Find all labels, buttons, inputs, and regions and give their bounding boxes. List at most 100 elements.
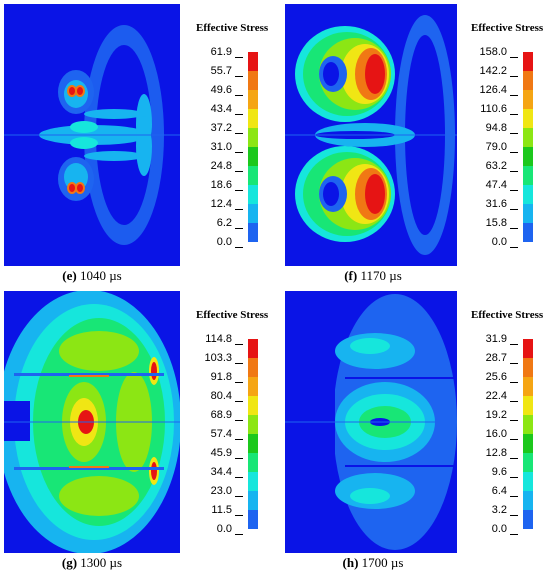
legend-title: Effective Stress (196, 309, 269, 321)
colorbar-tick-mark (510, 228, 518, 229)
colorbar-tick-label: 22.4 (485, 390, 507, 402)
colorbar-swatch (523, 377, 533, 396)
colorbar-tick-mark (235, 247, 243, 248)
colorbar-tick-label: 63.2 (485, 160, 507, 172)
colorbar-tick-mark (510, 401, 518, 402)
colorbar (523, 52, 533, 242)
colorbar-tick-label: 158.0 (479, 46, 507, 58)
colorbar-swatch (248, 90, 258, 109)
colorbar-tick-label: 114.8 (205, 333, 232, 345)
colorbar-tick-mark (510, 171, 518, 172)
colorbar (248, 339, 258, 529)
colorbar-swatch (523, 510, 533, 529)
colorbar-tick-label: 25.6 (485, 371, 507, 383)
colorbar-tick-label: 23.0 (210, 485, 232, 497)
colorbar-swatch (523, 358, 533, 377)
colorbar-legend-e: Effective Stress 61.9 55.7 49.6 43.4 37.2 31.… (196, 22, 275, 257)
colorbar-swatch (523, 166, 533, 185)
colorbar-swatch (523, 491, 533, 510)
colorbar-tick-label: 34.4 (210, 466, 232, 478)
panel-caption: (g) 1300 µs (61, 555, 123, 570)
colorbar-tick-mark (510, 57, 518, 58)
colorbar-tick-mark (235, 152, 243, 153)
colorbar-tick-mark (510, 76, 518, 77)
colorbar-swatch (248, 166, 258, 185)
colorbar-tick-mark (235, 401, 243, 402)
colorbar-tick-label: 31.9 (485, 333, 507, 345)
panel-caption: (f) 1170 µs (344, 268, 402, 283)
colorbar-tick-mark (510, 133, 518, 134)
colorbar-tick-label: 37.2 (210, 122, 232, 134)
colorbar-tick-label: 68.9 (210, 409, 232, 421)
colorbar-tick-label: 31.0 (210, 141, 232, 153)
colorbar-tick-label: 0.0 (491, 523, 507, 535)
colorbar-tick-mark (510, 496, 518, 497)
colorbar-swatch (248, 491, 258, 510)
colorbar-tick-mark (510, 344, 518, 345)
colorbar-tick-mark (510, 95, 518, 96)
panel-h: (h) 1700 µs Effective Stress 31.9 28.7 25.… (275, 287, 550, 574)
colorbar-tick-label: 19.2 (485, 409, 507, 421)
colorbar-tick-label: 49.6 (210, 84, 232, 96)
colorbar-swatch (248, 109, 258, 128)
legend-title: Effective Stress (196, 22, 269, 34)
colorbar-legend-h: Effective Stress 31.9 28.7 25.6 22.4 19.2 16.… (471, 309, 550, 544)
colorbar-swatch (523, 109, 533, 128)
colorbar-tick-label: 79.0 (485, 141, 507, 153)
colorbar-swatch (248, 128, 258, 147)
panel-g: (g) 1300 µs Effective Stress 114.8 103.3 9… (0, 287, 275, 574)
colorbar-tick-mark (510, 458, 518, 459)
colorbar-tick-label: 80.4 (210, 390, 232, 402)
colorbar-tick-mark (235, 496, 243, 497)
colorbar-tick-label: 61.9 (210, 46, 232, 58)
legend-title: Effective Stress (471, 22, 544, 34)
colorbar-tick-mark (510, 247, 518, 248)
colorbar-tick-mark (235, 439, 243, 440)
colorbar-legend-f: Effective Stress 158.0 142.2 126.4 110.6 94.… (471, 22, 550, 257)
colorbar-tick-label: 94.8 (485, 122, 507, 134)
colorbar-swatch (248, 358, 258, 377)
colorbar-tick-mark (235, 344, 243, 345)
panel-caption: (e) 1040 µs (62, 268, 122, 283)
colorbar-swatch (248, 52, 258, 71)
colorbar-tick-label: 45.9 (210, 447, 232, 459)
colorbar-tick-label: 0.0 (216, 236, 232, 248)
stress-contour-plot-g (4, 291, 180, 553)
colorbar-tick-label: 0.0 (216, 523, 232, 535)
colorbar-tick-mark (235, 477, 243, 478)
colorbar-swatch (248, 339, 258, 358)
colorbar-tick-label: 12.4 (210, 198, 232, 210)
colorbar-swatch (523, 147, 533, 166)
colorbar-tick-label: 16.0 (485, 428, 507, 440)
colorbar-tick-label: 31.6 (485, 198, 507, 210)
colorbar-swatch (523, 453, 533, 472)
colorbar-tick-mark (235, 171, 243, 172)
colorbar-swatch (248, 434, 258, 453)
colorbar-swatch (248, 453, 258, 472)
colorbar-tick-label: 142.2 (479, 65, 507, 77)
colorbar-tick-label: 11.5 (211, 504, 232, 516)
colorbar-swatch (523, 52, 533, 71)
colorbar-tick-mark (510, 439, 518, 440)
panel-caption: (h) 1700 µs (342, 555, 404, 570)
colorbar (248, 52, 258, 242)
colorbar-tick-label: 24.8 (210, 160, 232, 172)
colorbar-tick-mark (235, 133, 243, 134)
colorbar-tick-label: 110.6 (480, 103, 507, 115)
colorbar-tick-mark (510, 420, 518, 421)
colorbar-tick-label: 47.4 (485, 179, 507, 191)
colorbar-tick-mark (235, 458, 243, 459)
colorbar-tick-mark (510, 477, 518, 478)
colorbar-tick-label: 6.2 (216, 217, 232, 229)
colorbar-tick-label: 28.7 (485, 352, 507, 364)
colorbar-legend-g: Effective Stress 114.8 103.3 91.8 80.4 68.9 5… (196, 309, 275, 544)
colorbar-tick-label: 15.8 (485, 217, 507, 229)
colorbar-swatch (248, 147, 258, 166)
colorbar-tick-label: 18.6 (210, 179, 232, 191)
colorbar-tick-mark (235, 114, 243, 115)
colorbar-tick-mark (235, 76, 243, 77)
colorbar-tick-mark (235, 420, 243, 421)
colorbar (523, 339, 533, 529)
colorbar-swatch (248, 223, 258, 242)
colorbar-swatch (248, 185, 258, 204)
